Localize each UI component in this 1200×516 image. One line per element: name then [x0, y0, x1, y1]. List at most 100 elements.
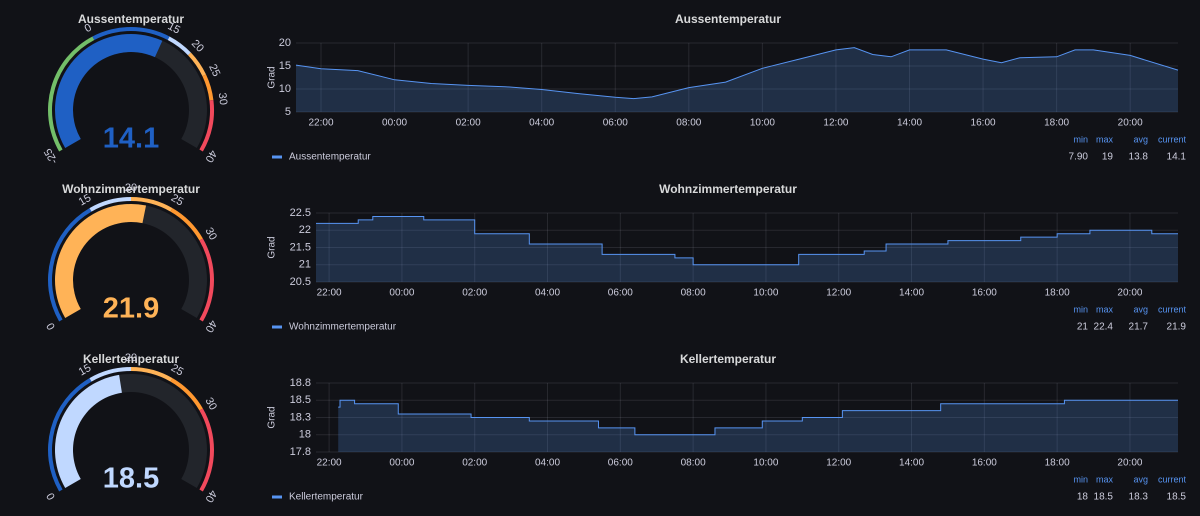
threshold-band	[131, 367, 173, 382]
legend-label: Aussentemperatur	[289, 152, 371, 163]
gauge-title: Kellertemperatur	[83, 352, 179, 366]
legend-header: current	[1158, 304, 1187, 314]
x-tick-label: 20:00	[1118, 118, 1143, 129]
series-line	[316, 215, 1178, 266]
legend-value: 19	[1102, 152, 1114, 163]
legend-header: max	[1096, 474, 1114, 484]
y-tick-label: 18	[299, 429, 311, 441]
y-axis-label: Grad	[267, 406, 278, 428]
y-tick-label: 15	[279, 60, 291, 72]
gauge-tick-label: 30	[202, 226, 219, 243]
x-tick-label: 02:00	[462, 458, 487, 469]
x-tick-label: 04:00	[535, 458, 560, 469]
gauge-value: 14.1	[103, 123, 159, 155]
x-tick-label: 16:00	[971, 118, 996, 129]
series-line	[295, 47, 1179, 100]
y-tick-label: 22	[299, 224, 311, 236]
legend-value: 7.90	[1069, 152, 1089, 163]
legend-value: 18.5	[1094, 492, 1114, 503]
x-tick-label: 22:00	[308, 118, 333, 129]
panel-title: Aussentemperatur	[675, 12, 781, 26]
gauge-tick-label: 15	[166, 20, 182, 36]
x-tick-label: 14:00	[899, 458, 924, 469]
gauge-tick-label: 40	[202, 488, 219, 505]
gauge-fill	[54, 203, 147, 318]
x-tick-label: 00:00	[389, 288, 414, 299]
x-tick-label: 02:00	[462, 288, 487, 299]
gauge-tick-label: 0	[45, 320, 58, 331]
legend-header: max	[1096, 134, 1114, 144]
gauge-tick-label: 40	[202, 318, 219, 335]
legend-value: 13.8	[1129, 152, 1149, 163]
y-tick-label: 22.5	[290, 207, 311, 219]
x-tick-label: 06:00	[608, 288, 633, 299]
legend-header: avg	[1133, 304, 1148, 314]
threshold-band	[131, 197, 173, 212]
y-tick-label: 5	[285, 106, 291, 118]
legend-value: 18	[1077, 492, 1089, 503]
gauge-tick-label: 25	[169, 362, 186, 379]
series-area	[338, 400, 1179, 452]
legend-value: 22.4	[1094, 322, 1114, 333]
x-tick-label: 08:00	[681, 288, 706, 299]
x-tick-label: 14:00	[897, 118, 922, 129]
x-tick-label: 00:00	[382, 118, 407, 129]
legend-header: min	[1073, 134, 1088, 144]
x-tick-label: 20:00	[1117, 288, 1142, 299]
threshold-band	[199, 408, 214, 492]
threshold-band	[89, 197, 131, 212]
x-tick-label: 16:00	[972, 288, 997, 299]
gauge-tick-label: 25	[206, 62, 222, 78]
series-line	[338, 399, 1178, 436]
threshold-band	[187, 52, 206, 77]
gauge-tick-label: 0	[45, 490, 58, 501]
x-tick-label: 12:00	[826, 458, 851, 469]
threshold-band	[199, 238, 214, 322]
x-tick-label: 06:00	[608, 458, 633, 469]
panel-title: Kellertemperatur	[680, 352, 776, 366]
gauge-title: Wohnzimmertemperatur	[62, 182, 200, 196]
x-tick-label: 04:00	[529, 118, 554, 129]
legend-header: current	[1158, 134, 1187, 144]
x-tick-label: 10:00	[753, 458, 778, 469]
x-tick-label: 10:00	[753, 288, 778, 299]
x-tick-label: 18:00	[1044, 118, 1069, 129]
x-tick-label: 18:00	[1045, 458, 1070, 469]
gauge-tick-label: 0	[83, 22, 94, 35]
x-tick-label: 16:00	[972, 458, 997, 469]
x-tick-label: 12:00	[826, 288, 851, 299]
y-tick-label: 20.5	[290, 276, 311, 288]
threshold-band	[89, 367, 131, 382]
x-tick-label: 12:00	[823, 118, 848, 129]
legend-value: 21	[1077, 322, 1089, 333]
y-tick-label: 21	[299, 259, 311, 271]
gauge-title: Aussentemperatur	[78, 12, 184, 26]
threshold-band	[202, 74, 214, 101]
legend-header: max	[1096, 304, 1114, 314]
y-tick-label: 18.3	[290, 411, 311, 423]
gauge-tick-label: 20	[125, 352, 137, 364]
gauge-tick-label: 15	[77, 192, 94, 209]
y-tick-label: 18.5	[290, 394, 311, 406]
x-tick-label: 08:00	[676, 118, 701, 129]
y-tick-label: 21.5	[290, 241, 311, 253]
x-tick-label: 22:00	[317, 288, 342, 299]
x-tick-label: 20:00	[1117, 458, 1142, 469]
legend-value: 21.9	[1167, 322, 1187, 333]
series-area	[296, 47, 1178, 112]
gauge-tick-label: 40	[202, 148, 219, 165]
gauge-value: 18.5	[103, 463, 159, 495]
y-tick-label: 17.8	[290, 446, 311, 458]
panel-title: Wohnzimmertemperatur	[659, 182, 797, 196]
y-axis-label: Grad	[267, 236, 278, 258]
gauge-tick-label: 30	[216, 92, 229, 106]
legend-header: min	[1073, 474, 1088, 484]
threshold-band	[167, 36, 191, 56]
legend-value: 21.7	[1129, 322, 1149, 333]
legend-header: current	[1158, 474, 1187, 484]
legend-header: min	[1073, 304, 1088, 314]
x-tick-label: 18:00	[1045, 288, 1070, 299]
y-tick-label: 20	[279, 37, 291, 49]
